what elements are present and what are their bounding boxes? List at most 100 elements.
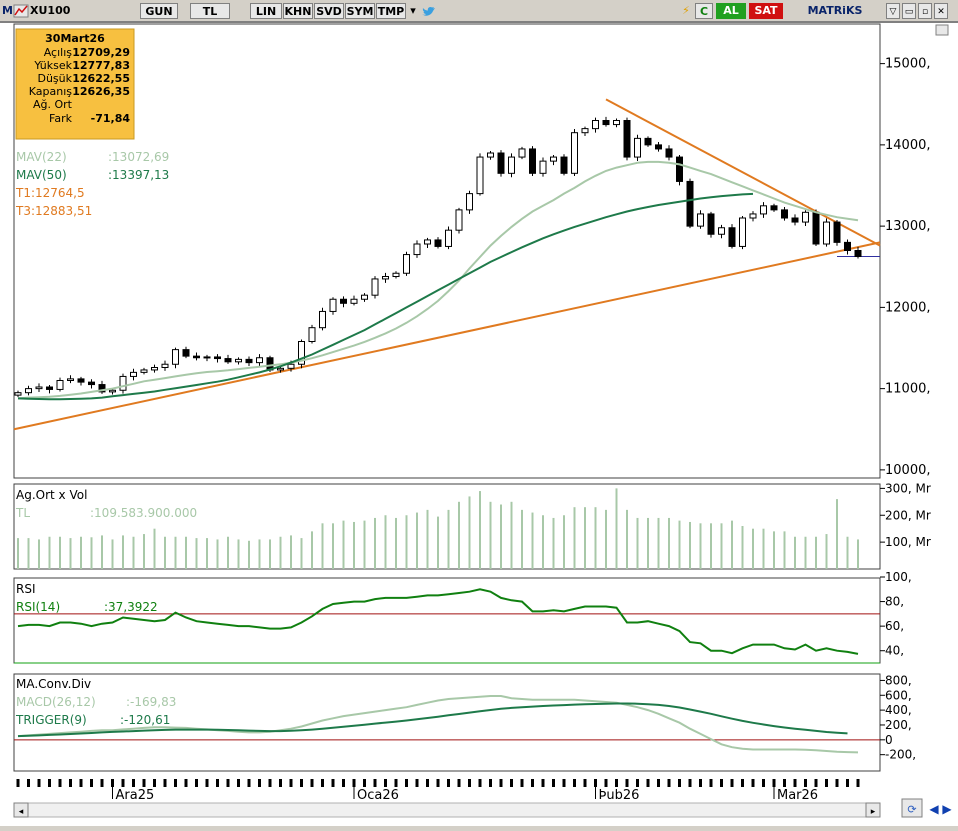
scale-button[interactable]: LIN <box>250 3 282 19</box>
brand-label[interactable]: MATRiKS <box>807 4 863 17</box>
candle-body <box>403 254 410 274</box>
volume-bar <box>542 515 544 569</box>
chart-frame: 10000, 11000, 12000, 13000, 14000, 15000, 100,… <box>0 22 958 826</box>
candle-body <box>497 152 505 174</box>
candle <box>791 214 799 226</box>
volume-bar <box>248 540 250 569</box>
nav-right-icon[interactable]: ▶ <box>942 802 952 816</box>
x-tick <box>384 779 387 787</box>
scroll-left-button[interactable] <box>13 802 29 818</box>
volume-bar <box>143 534 145 569</box>
x-tick <box>814 779 818 787</box>
volume-bar <box>857 539 859 569</box>
candle <box>823 218 830 247</box>
buy-button[interactable]: AL <box>716 3 746 19</box>
candle <box>844 239 851 255</box>
candle-body <box>697 213 704 227</box>
candle-body <box>466 193 473 211</box>
info-value-diff: -71,84 <box>91 112 131 125</box>
candle-body <box>371 278 379 296</box>
twitter-bird-icon[interactable] <box>420 3 436 19</box>
flash-icon[interactable]: ⚡ <box>682 4 690 17</box>
x-tick <box>457 779 461 787</box>
minimize-button[interactable]: ▭ <box>902 3 916 19</box>
x-tick <box>478 779 482 787</box>
candlestick-series <box>14 116 862 569</box>
volume-series-value: :109.583.900.000 <box>90 506 197 520</box>
navigation-arrows[interactable]: ⟳ ◀ ▶ <box>901 798 952 818</box>
period-button[interactable]: GUN <box>140 3 178 19</box>
window-menu-button[interactable]: ▽ <box>886 3 900 19</box>
c-button[interactable]: C <box>695 3 713 19</box>
scroll-right-arrow-icon: ▸ <box>871 807 876 817</box>
volume-bar <box>227 536 229 569</box>
tmp-button[interactable]: TMP <box>376 3 406 19</box>
refresh-button[interactable] <box>901 798 923 818</box>
volume-bar <box>216 539 219 569</box>
y-tick-label: 15000, <box>885 57 931 72</box>
y-tick-label: 200, <box>885 718 912 732</box>
volume-bar <box>699 523 702 569</box>
pane-borders <box>13 23 881 772</box>
candle-body <box>130 371 137 377</box>
volume-bar <box>836 499 838 569</box>
y-tick-label: 60, <box>885 619 904 633</box>
sym-button[interactable]: SYM <box>345 3 375 19</box>
chart-type-icon[interactable] <box>13 3 29 19</box>
svd-button[interactable]: SVD <box>314 3 344 19</box>
khn-button[interactable]: KHN <box>283 3 313 19</box>
x-tick <box>289 779 293 787</box>
volume-bar <box>90 537 93 569</box>
candle <box>340 296 347 308</box>
x-tick <box>825 779 828 787</box>
volume-bar <box>573 507 576 569</box>
toolbar: M XU100 GUN TL LIN KHN SVD SYM TMP ▾ ⚡ C… <box>0 0 958 22</box>
horizontal-scrollbar[interactable]: ◂ ▸ <box>13 802 881 818</box>
volume-bar <box>741 526 744 569</box>
maximize-button[interactable]: ▫ <box>918 3 932 19</box>
nav-left-icon[interactable]: ◀ <box>929 802 939 816</box>
candle-body <box>508 156 515 174</box>
x-tick <box>69 779 72 787</box>
x-tick <box>415 779 419 787</box>
y-tick-label: 300, Mr <box>885 481 931 495</box>
y-tick-label: 40, <box>885 644 904 658</box>
volume-bar <box>594 507 597 569</box>
sell-button[interactable]: SAT <box>749 3 783 19</box>
x-tick <box>163 779 167 787</box>
x-axis: Ara25 Oca26 Þub26 Mar26 <box>16 779 860 803</box>
close-button[interactable]: ✕ <box>934 3 948 19</box>
rsi-title: RSI <box>16 582 36 596</box>
info-date: 30Mart26 <box>45 32 105 45</box>
candle-body <box>760 205 767 215</box>
candle <box>833 220 841 246</box>
x-tick <box>142 779 146 787</box>
symbol-label[interactable]: XU100 <box>30 4 71 17</box>
candle <box>35 383 43 392</box>
scroll-right-button[interactable] <box>865 802 881 818</box>
y-tick-label: 400, <box>885 703 912 717</box>
dropdown-arrow-icon[interactable]: ▾ <box>410 4 416 17</box>
legend-t1: T1:12764,5 <box>15 186 85 200</box>
x-tick <box>447 779 450 787</box>
volume-bar <box>479 491 481 569</box>
candle-body <box>739 217 746 247</box>
y-tick-label: 600, <box>885 688 912 702</box>
x-tick <box>373 779 377 787</box>
corner-button[interactable] <box>935 24 949 36</box>
x-tick <box>520 779 524 787</box>
volume-bar <box>384 515 387 569</box>
x-tick <box>646 779 650 787</box>
x-tick <box>100 779 104 787</box>
candle <box>77 376 85 386</box>
volume-bar <box>290 535 292 569</box>
volume-bar <box>185 536 187 569</box>
currency-button[interactable]: TL <box>190 3 230 19</box>
candle <box>151 364 158 373</box>
candle <box>88 379 95 389</box>
x-tick <box>468 779 471 787</box>
candle <box>371 276 379 299</box>
volume-bar <box>563 515 565 569</box>
y-tick-label: 200, Mr <box>885 508 931 522</box>
y-tick-label: 80, <box>885 595 904 609</box>
